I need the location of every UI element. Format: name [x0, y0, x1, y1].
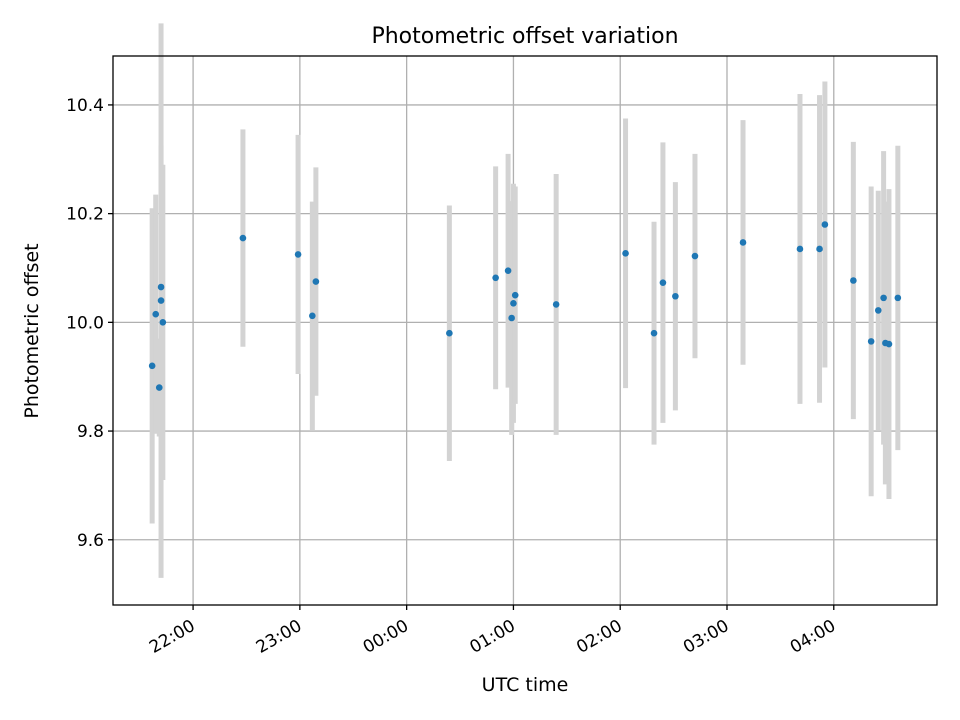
- data-point: [894, 294, 902, 302]
- data-point: [152, 310, 160, 318]
- data-points: [148, 221, 902, 391]
- data-point: [885, 340, 893, 348]
- data-point: [511, 291, 519, 299]
- data-point: [816, 245, 823, 253]
- data-point: [510, 300, 517, 307]
- data-point: [492, 274, 499, 282]
- y-axis-label: Photometric offset: [21, 243, 43, 418]
- data-point: [867, 338, 875, 345]
- data-point: [672, 292, 679, 300]
- data-point: [148, 362, 156, 370]
- data-point: [622, 250, 629, 257]
- y-axis-ticks: 9.6 9.8 10.0 10.2 10.4: [66, 96, 113, 551]
- data-point: [821, 221, 829, 228]
- data-point: [157, 283, 165, 291]
- data-point: [155, 384, 163, 391]
- data-point: [691, 252, 699, 260]
- data-point: [312, 278, 320, 285]
- data-point: [552, 301, 560, 308]
- data-point: [796, 245, 804, 253]
- data-point: [504, 267, 512, 275]
- data-point: [739, 239, 747, 246]
- plot-frame: [112, 55, 938, 606]
- y-tick-label: 10.0: [66, 313, 104, 333]
- data-point: [309, 312, 316, 320]
- data-point: [508, 314, 515, 322]
- data-point: [850, 277, 857, 284]
- data-point: [880, 294, 887, 302]
- data-point: [874, 307, 882, 314]
- data-point: [159, 319, 167, 326]
- data-point: [157, 297, 165, 304]
- data-point: [294, 251, 302, 258]
- y-tick-label: 9.6: [77, 531, 104, 551]
- y-tick-label: 10.4: [66, 96, 104, 116]
- data-point: [650, 329, 658, 337]
- data-point: [659, 279, 667, 286]
- chart-title: Photometric offset variation: [371, 24, 678, 49]
- data-point: [446, 329, 453, 337]
- y-tick-label: 9.8: [77, 422, 104, 442]
- data-point: [239, 234, 247, 242]
- y-tick-label: 10.2: [66, 205, 104, 225]
- x-axis-label: UTC time: [482, 674, 569, 696]
